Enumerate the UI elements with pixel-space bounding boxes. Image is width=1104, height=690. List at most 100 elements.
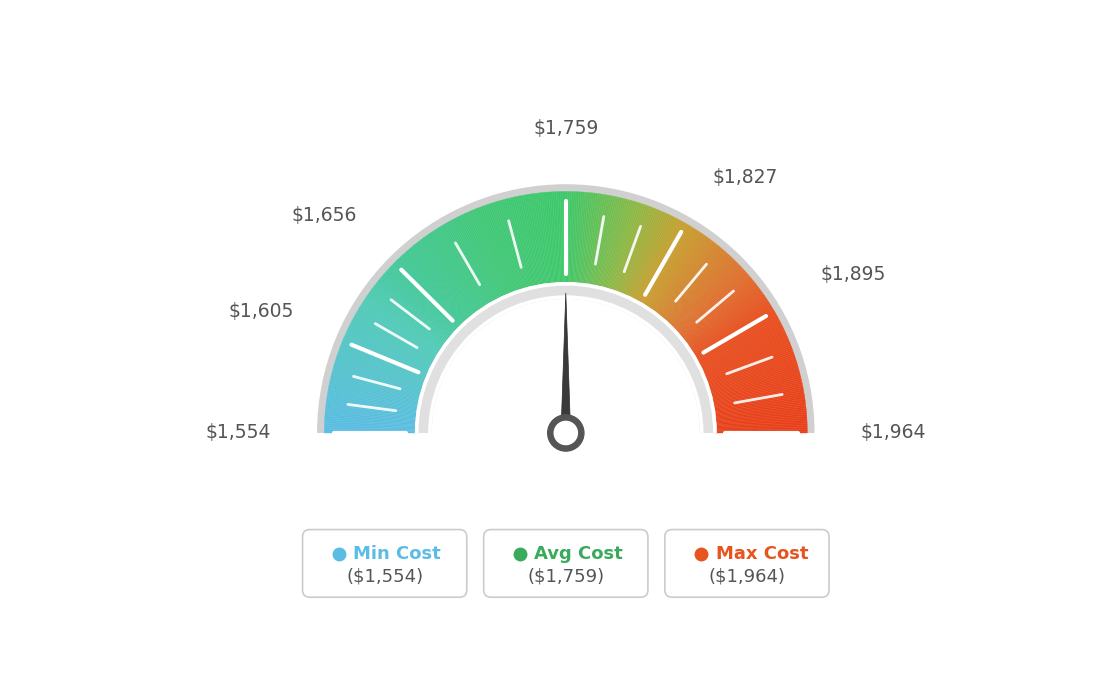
Wedge shape xyxy=(713,390,804,407)
Wedge shape xyxy=(675,268,743,331)
Wedge shape xyxy=(598,197,620,287)
Wedge shape xyxy=(498,201,526,289)
Wedge shape xyxy=(673,265,741,330)
Wedge shape xyxy=(390,266,457,331)
Wedge shape xyxy=(326,406,417,417)
Wedge shape xyxy=(327,393,418,410)
Wedge shape xyxy=(608,201,637,290)
Wedge shape xyxy=(691,300,768,352)
Wedge shape xyxy=(591,195,607,286)
Wedge shape xyxy=(353,317,435,362)
Text: $1,554: $1,554 xyxy=(205,424,272,442)
Wedge shape xyxy=(659,244,719,317)
Wedge shape xyxy=(571,192,575,284)
Wedge shape xyxy=(333,364,423,391)
Wedge shape xyxy=(484,205,517,292)
Wedge shape xyxy=(506,199,530,288)
Wedge shape xyxy=(384,272,454,334)
Wedge shape xyxy=(332,371,421,396)
Wedge shape xyxy=(416,242,474,315)
Wedge shape xyxy=(452,219,496,302)
Wedge shape xyxy=(654,237,709,313)
Wedge shape xyxy=(697,315,777,361)
Wedge shape xyxy=(511,197,533,287)
Wedge shape xyxy=(325,412,416,421)
Wedge shape xyxy=(583,193,596,284)
Wedge shape xyxy=(330,378,420,400)
Wedge shape xyxy=(443,224,490,304)
Wedge shape xyxy=(392,264,459,328)
Wedge shape xyxy=(471,210,509,295)
Wedge shape xyxy=(370,291,445,346)
Wedge shape xyxy=(693,307,773,356)
Wedge shape xyxy=(325,424,416,428)
Wedge shape xyxy=(666,253,729,322)
Wedge shape xyxy=(406,250,468,321)
Wedge shape xyxy=(442,225,489,305)
Wedge shape xyxy=(618,207,652,293)
Wedge shape xyxy=(500,200,527,289)
Wedge shape xyxy=(336,358,424,388)
Wedge shape xyxy=(325,420,416,426)
Wedge shape xyxy=(700,325,783,367)
Wedge shape xyxy=(340,344,426,379)
Wedge shape xyxy=(333,367,422,393)
Wedge shape xyxy=(535,193,549,284)
Wedge shape xyxy=(408,248,469,319)
Wedge shape xyxy=(698,320,781,364)
Wedge shape xyxy=(533,193,548,284)
Wedge shape xyxy=(677,270,745,333)
Wedge shape xyxy=(607,201,635,290)
Wedge shape xyxy=(714,408,806,419)
Wedge shape xyxy=(711,373,800,397)
Wedge shape xyxy=(482,206,516,293)
Wedge shape xyxy=(455,218,498,300)
Wedge shape xyxy=(415,244,474,316)
Wedge shape xyxy=(365,297,442,350)
Wedge shape xyxy=(609,202,638,290)
Wedge shape xyxy=(379,279,450,338)
Wedge shape xyxy=(640,223,687,304)
Wedge shape xyxy=(633,217,676,299)
Wedge shape xyxy=(326,401,417,414)
Wedge shape xyxy=(412,246,471,317)
Wedge shape xyxy=(715,412,807,421)
Wedge shape xyxy=(331,373,421,397)
Wedge shape xyxy=(615,205,648,292)
Wedge shape xyxy=(592,195,609,286)
Wedge shape xyxy=(446,222,492,303)
Wedge shape xyxy=(541,193,552,284)
Wedge shape xyxy=(605,200,631,289)
Wedge shape xyxy=(692,304,771,354)
Wedge shape xyxy=(625,211,664,296)
Wedge shape xyxy=(703,335,787,373)
Wedge shape xyxy=(714,403,806,415)
Wedge shape xyxy=(688,293,763,347)
Wedge shape xyxy=(646,229,697,307)
Wedge shape xyxy=(521,195,539,286)
Wedge shape xyxy=(629,215,670,298)
Wedge shape xyxy=(574,192,581,284)
Wedge shape xyxy=(543,193,553,284)
Wedge shape xyxy=(702,333,787,373)
Wedge shape xyxy=(638,221,683,302)
Wedge shape xyxy=(369,293,444,347)
Wedge shape xyxy=(396,259,461,326)
Wedge shape xyxy=(341,342,427,378)
Wedge shape xyxy=(539,193,551,284)
Wedge shape xyxy=(705,346,792,380)
Wedge shape xyxy=(355,313,436,359)
Wedge shape xyxy=(614,204,646,292)
Wedge shape xyxy=(704,342,790,378)
Wedge shape xyxy=(424,237,479,312)
Wedge shape xyxy=(652,237,708,312)
Wedge shape xyxy=(488,204,519,291)
Wedge shape xyxy=(329,382,420,402)
Wedge shape xyxy=(386,270,455,333)
Wedge shape xyxy=(546,192,555,284)
Wedge shape xyxy=(671,261,736,327)
Wedge shape xyxy=(715,418,807,425)
Wedge shape xyxy=(689,296,765,349)
Wedge shape xyxy=(631,216,673,299)
Wedge shape xyxy=(580,193,591,284)
